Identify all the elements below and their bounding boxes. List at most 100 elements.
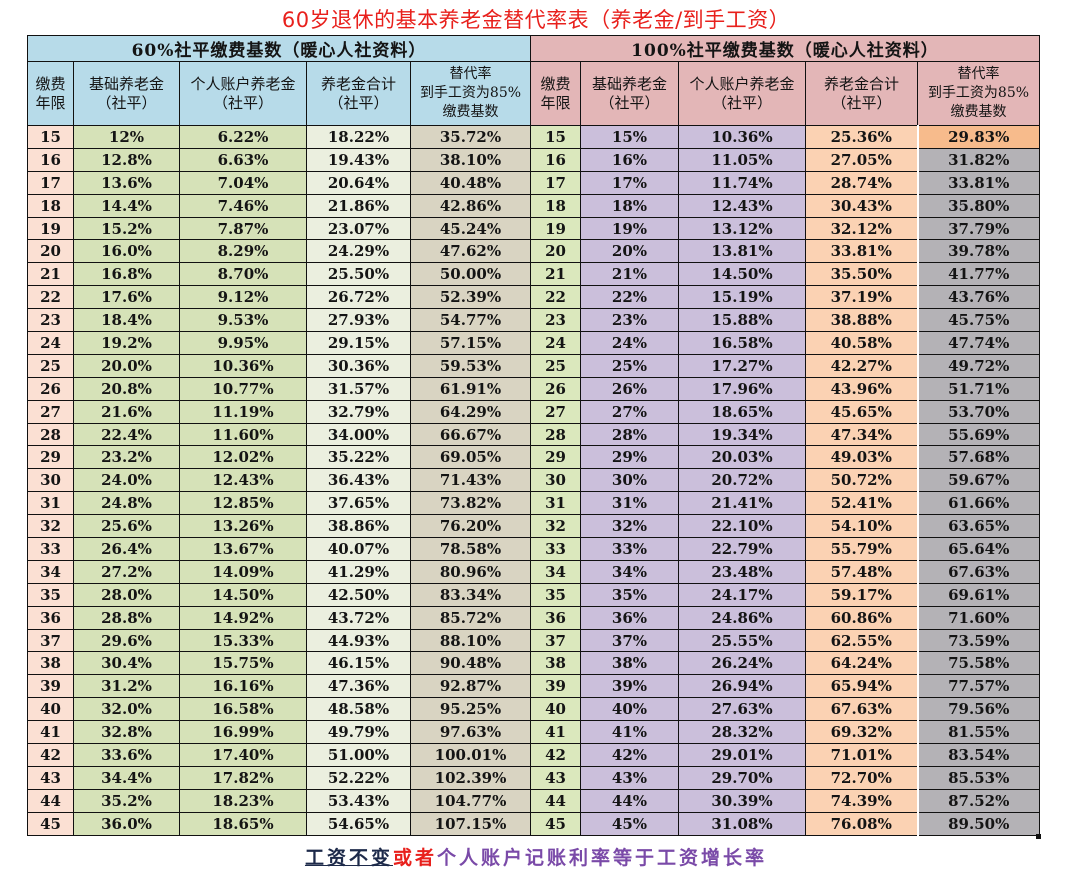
cell-base-right[interactable]: 25% (580, 353, 679, 378)
cell-total-left[interactable]: 40.07% (306, 537, 411, 561)
cell-base-left[interactable]: 23.2% (73, 445, 180, 470)
cell-rate-right[interactable]: 31.82% (916, 147, 1040, 172)
cell-rate-left[interactable]: 73.82% (410, 491, 531, 516)
cell-rate-left[interactable]: 97.63% (410, 720, 531, 745)
cell-total-right[interactable]: 69.32% (805, 720, 918, 745)
cell-total-right[interactable]: 64.24% (805, 651, 918, 676)
cell-year-right[interactable]: 36 (530, 605, 581, 630)
cell-base-left[interactable]: 15.2% (73, 216, 180, 241)
cell-personal-right[interactable]: 14.50% (678, 262, 806, 287)
cell-total-right[interactable]: 72.70% (805, 765, 918, 790)
cell-base-left[interactable]: 19.2% (73, 331, 180, 355)
cell-total-left[interactable]: 31.57% (306, 376, 411, 401)
cell-total-left[interactable]: 47.36% (306, 674, 411, 699)
cell-total-left[interactable]: 34.00% (306, 422, 411, 447)
cell-rate-right[interactable]: 87.52% (916, 788, 1040, 813)
cell-total-right[interactable]: 49.03% (805, 445, 918, 470)
cell-personal-right[interactable]: 23.48% (678, 559, 806, 584)
cell-base-right[interactable]: 17% (580, 170, 679, 195)
cell-rate-right[interactable]: 71.60% (916, 605, 1040, 630)
cell-base-left[interactable]: 24.0% (73, 468, 180, 493)
cell-year-right[interactable]: 43 (530, 765, 581, 790)
cell-rate-left[interactable]: 104.77% (410, 788, 531, 813)
cell-personal-left[interactable]: 17.82% (179, 765, 307, 790)
cell-personal-right[interactable]: 29.70% (678, 765, 806, 790)
cell-year-left[interactable]: 45 (27, 811, 74, 836)
cell-base-left[interactable]: 32.8% (73, 720, 180, 745)
cell-personal-left[interactable]: 8.29% (179, 239, 307, 264)
cell-rate-left[interactable]: 69.05% (410, 445, 531, 470)
cell-base-left[interactable]: 36.0% (73, 811, 180, 836)
cell-base-right[interactable]: 43% (580, 765, 679, 790)
cell-total-left[interactable]: 21.86% (306, 193, 411, 218)
cell-base-left[interactable]: 16.0% (73, 239, 180, 264)
cell-base-left[interactable]: 30.4% (73, 651, 180, 676)
cell-base-left[interactable]: 20.0% (73, 353, 180, 378)
cell-total-right[interactable]: 55.79% (805, 537, 918, 561)
cell-base-left[interactable]: 34.4% (73, 765, 180, 790)
cell-rate-right[interactable]: 51.71% (916, 376, 1040, 401)
cell-year-right[interactable]: 37 (530, 628, 581, 653)
cell-rate-left[interactable]: 107.15% (410, 811, 531, 836)
cell-rate-left[interactable]: 61.91% (410, 376, 531, 401)
cell-total-left[interactable]: 38.86% (306, 514, 411, 539)
cell-total-left[interactable]: 20.64% (306, 170, 411, 195)
cell-base-left[interactable]: 29.6% (73, 628, 180, 653)
cell-personal-left[interactable]: 14.92% (179, 605, 307, 630)
cell-year-left[interactable]: 39 (27, 674, 74, 699)
cell-base-left[interactable]: 24.8% (73, 491, 180, 516)
cell-total-left[interactable]: 18.22% (306, 125, 411, 149)
cell-base-right[interactable]: 38% (580, 651, 679, 676)
cell-personal-left[interactable]: 14.09% (179, 559, 307, 584)
cell-total-left[interactable]: 19.43% (306, 147, 411, 172)
cell-rate-left[interactable]: 54.77% (410, 308, 531, 333)
cell-personal-right[interactable]: 17.96% (678, 376, 806, 401)
cell-year-right[interactable]: 19 (530, 216, 581, 241)
cell-year-left[interactable]: 31 (27, 491, 74, 516)
cell-base-right[interactable]: 27% (580, 399, 679, 424)
cell-base-left[interactable]: 28.0% (73, 582, 180, 607)
cell-rate-right[interactable]: 75.58% (916, 651, 1040, 676)
cell-year-right[interactable]: 29 (530, 445, 581, 470)
cell-rate-right[interactable]: 35.80% (916, 193, 1040, 218)
cell-total-left[interactable]: 54.65% (306, 811, 411, 836)
cell-base-right[interactable]: 39% (580, 674, 679, 699)
cell-total-left[interactable]: 36.43% (306, 468, 411, 493)
cell-personal-right[interactable]: 28.32% (678, 720, 806, 745)
cell-year-left[interactable]: 28 (27, 422, 74, 447)
cell-year-right[interactable]: 17 (530, 170, 581, 195)
cell-rate-left[interactable]: 100.01% (410, 743, 531, 767)
cell-rate-left[interactable]: 90.48% (410, 651, 531, 676)
cell-base-right[interactable]: 26% (580, 376, 679, 401)
cell-personal-left[interactable]: 12.85% (179, 491, 307, 516)
cell-total-left[interactable]: 53.43% (306, 788, 411, 813)
cell-year-right[interactable]: 24 (530, 331, 581, 355)
cell-base-right[interactable]: 35% (580, 582, 679, 607)
cell-rate-right[interactable]: 57.68% (916, 445, 1040, 470)
cell-personal-right[interactable]: 20.72% (678, 468, 806, 493)
cell-total-left[interactable]: 49.79% (306, 720, 411, 745)
cell-year-right[interactable]: 18 (530, 193, 581, 218)
cell-base-left[interactable]: 12.8% (73, 147, 180, 172)
cell-year-right[interactable]: 44 (530, 788, 581, 813)
cell-base-right[interactable]: 24% (580, 331, 679, 355)
cell-personal-left[interactable]: 6.22% (179, 125, 307, 149)
cell-personal-right[interactable]: 11.05% (678, 147, 806, 172)
cell-total-left[interactable]: 51.00% (306, 743, 411, 767)
cell-personal-left[interactable]: 13.67% (179, 537, 307, 561)
cell-year-right[interactable]: 33 (530, 537, 581, 561)
cell-year-right[interactable]: 41 (530, 720, 581, 745)
cell-personal-right[interactable]: 10.36% (678, 125, 806, 149)
cell-total-right[interactable]: 27.05% (805, 147, 918, 172)
cell-base-right[interactable]: 22% (580, 285, 679, 310)
cell-base-right[interactable]: 32% (580, 514, 679, 539)
cell-base-right[interactable]: 19% (580, 216, 679, 241)
cell-rate-left[interactable]: 52.39% (410, 285, 531, 310)
cell-rate-left[interactable]: 42.86% (410, 193, 531, 218)
cell-rate-right[interactable]: 81.55% (916, 720, 1040, 745)
cell-rate-right[interactable]: 47.74% (916, 331, 1040, 355)
cell-year-left[interactable]: 34 (27, 559, 74, 584)
cell-personal-right[interactable]: 12.43% (678, 193, 806, 218)
cell-rate-right[interactable]: 67.63% (916, 559, 1040, 584)
cell-personal-left[interactable]: 8.70% (179, 262, 307, 287)
